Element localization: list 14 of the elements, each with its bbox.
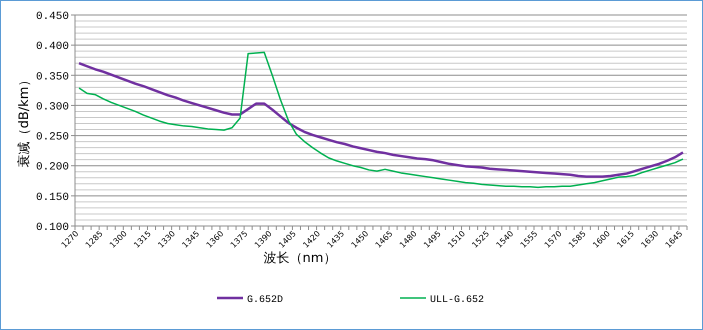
x-axis-title: 波长（nm）: [264, 251, 336, 266]
y-tick-label: 0.200: [36, 162, 69, 174]
y-tick-label: 0.400: [36, 41, 69, 54]
y-tick-label: 0.100: [36, 222, 69, 234]
y-tick-label: 0.250: [36, 132, 69, 144]
y-tick-label: 0.300: [36, 101, 69, 114]
y-axis-title: 衰减（dB/km）: [16, 74, 32, 168]
y-tick-label: 0.150: [36, 192, 69, 204]
line-series: [78, 52, 684, 188]
legend-label: G.652D: [247, 295, 284, 306]
y-tick-label: 0.450: [36, 11, 69, 23]
legend-label: ULL-G.652: [430, 295, 484, 306]
y-tick-label: 0.350: [36, 71, 69, 84]
line-series: [78, 62, 684, 178]
